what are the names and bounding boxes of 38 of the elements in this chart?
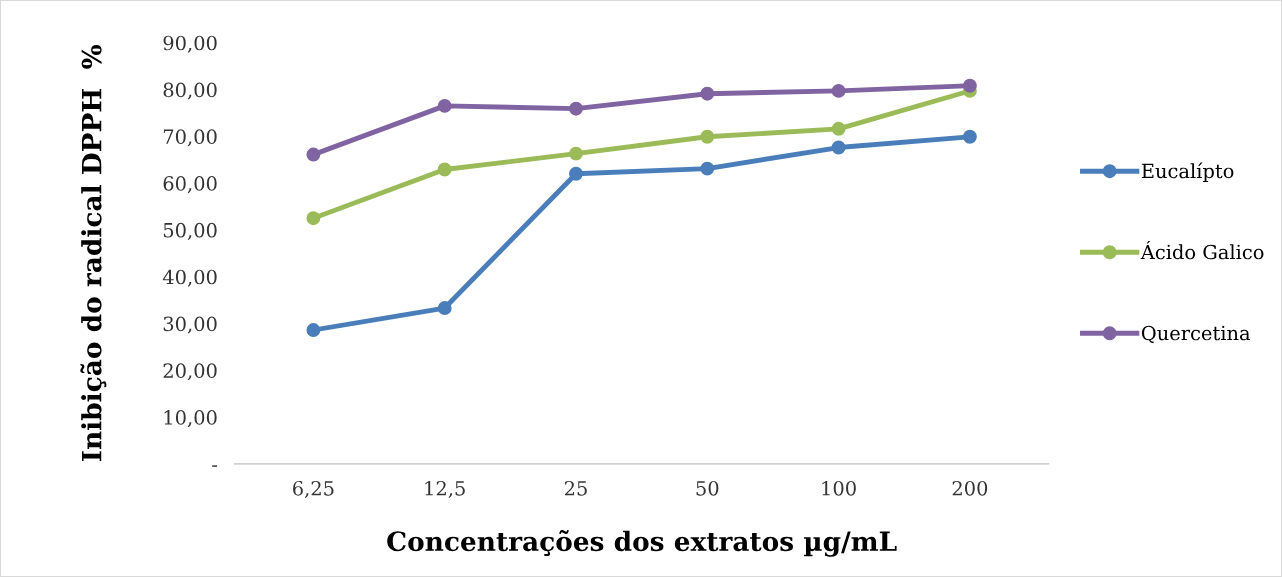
point — [437, 301, 452, 316]
y-tick-label: 50,00 — [163, 222, 217, 240]
x-tick-label: 25 — [564, 480, 587, 496]
y-tick-label: 90,00 — [163, 35, 217, 53]
point — [831, 140, 846, 155]
x-tick-label: 50 — [696, 480, 719, 496]
point — [831, 83, 846, 98]
x-tick-label: 6,25 — [293, 480, 334, 498]
point — [700, 129, 715, 144]
legend-label: Quercetina — [1141, 325, 1251, 344]
point — [306, 211, 321, 226]
point — [437, 162, 452, 177]
point — [831, 121, 846, 136]
point — [437, 98, 452, 113]
point — [306, 323, 321, 338]
point — [569, 101, 583, 116]
y-tick-label: 20,00 — [163, 363, 217, 381]
y-tick-label: 80,00 — [163, 82, 217, 100]
point — [569, 146, 583, 161]
y-tick-label: 60,00 — [163, 176, 217, 194]
y-tick-label: 10,00 — [164, 410, 217, 428]
legend-label: Ácido Galico — [1140, 241, 1264, 260]
point — [962, 129, 977, 144]
y-tick-label: 30,00 — [163, 316, 217, 334]
x-tick-label: 200 — [952, 480, 988, 496]
point — [306, 147, 321, 162]
point — [962, 78, 977, 93]
x-axis-title: Concentrações dos extratos µg/mL — [387, 529, 897, 557]
point — [569, 166, 583, 181]
point — [700, 161, 715, 176]
x-tick-label: 12,5 — [425, 480, 465, 498]
y-axis-title: Inibição do radical DPPH % — [80, 44, 107, 462]
legend-label: Eucalípto — [1141, 162, 1234, 183]
y-tick-label: - — [212, 465, 218, 467]
point — [700, 86, 715, 101]
y-tick-label: 70,00 — [163, 129, 217, 147]
y-tick-label: 40,00 — [162, 269, 217, 287]
x-tick-label: 100 — [822, 480, 856, 496]
